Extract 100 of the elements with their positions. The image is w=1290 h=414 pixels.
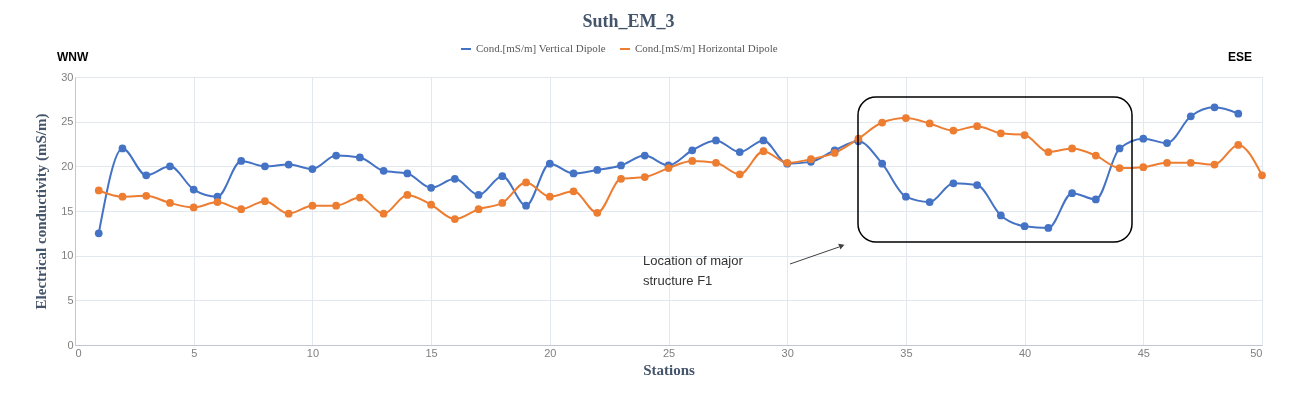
point (925, 119, 934, 128)
x-tick-label: 5 (191, 346, 198, 359)
point (640, 173, 649, 181)
point (166, 162, 174, 171)
y-tick-label: 10 (61, 249, 74, 262)
point (284, 209, 293, 218)
point (261, 162, 269, 171)
point (189, 203, 198, 212)
point (735, 148, 744, 156)
x-tick-label: 40 (1018, 346, 1032, 359)
point (735, 170, 744, 179)
point (189, 185, 198, 194)
point (1068, 189, 1076, 197)
point (617, 174, 625, 183)
point (332, 201, 341, 210)
point (949, 179, 958, 188)
x-tick-label: 10 (306, 346, 320, 359)
point (94, 229, 103, 238)
point (593, 166, 602, 174)
y-axis-title: Electrical conductivity (mS/m) (33, 113, 51, 310)
point (593, 208, 602, 217)
point (973, 181, 981, 189)
point (284, 160, 293, 169)
point (308, 201, 317, 210)
point (688, 146, 697, 155)
point (213, 198, 222, 206)
point (688, 157, 697, 165)
x-tick-label: 45 (1137, 346, 1150, 359)
point (1163, 139, 1171, 147)
point (308, 165, 317, 173)
x-tick-label: 15 (425, 346, 438, 359)
point (498, 199, 507, 207)
point (1044, 148, 1053, 156)
x-tick-label: 50 (1250, 346, 1263, 359)
point (1186, 158, 1195, 167)
point (403, 169, 412, 178)
point (1163, 158, 1171, 167)
point (474, 205, 483, 214)
point (1234, 109, 1243, 118)
text: WNW (57, 50, 89, 64)
point (759, 136, 768, 145)
point (427, 200, 435, 209)
y-tick-label: 20 (61, 159, 74, 172)
y-tick-label: 30 (61, 70, 74, 83)
y-tick-label: 0 (67, 338, 74, 351)
point (973, 122, 981, 130)
legend-label: Cond.[mS/m] Vertical Dipole (476, 42, 606, 54)
x-tick-label: 30 (781, 346, 794, 359)
point (996, 129, 1005, 138)
point (450, 174, 459, 183)
x-tick-label: 35 (900, 346, 913, 359)
y-tick-label: 5 (67, 293, 74, 306)
point (569, 187, 578, 196)
text: ESE (1227, 50, 1252, 64)
point (522, 178, 530, 187)
point (1020, 131, 1029, 139)
point (1139, 134, 1148, 143)
point (1091, 195, 1100, 204)
point (1210, 160, 1219, 169)
point (640, 151, 649, 160)
x-tick-label: 20 (544, 346, 557, 359)
annotation: Location of major structure F1 (643, 253, 744, 288)
point (1044, 224, 1053, 232)
point (902, 192, 910, 201)
point (379, 209, 388, 218)
point (498, 172, 507, 181)
point (1091, 151, 1100, 160)
y-tick-label: 15 (61, 204, 74, 217)
point (569, 169, 578, 178)
point (996, 211, 1005, 220)
x-tick-label: 0 (75, 346, 82, 359)
point (142, 171, 151, 180)
point (1115, 144, 1124, 153)
point (166, 199, 174, 207)
point (1020, 222, 1029, 231)
point (1115, 164, 1124, 172)
point (332, 151, 341, 160)
point (94, 186, 103, 195)
point (427, 183, 435, 192)
point (712, 136, 720, 145)
point (403, 191, 412, 199)
point (1258, 171, 1266, 180)
point (878, 118, 887, 127)
point (1210, 103, 1219, 112)
point (878, 159, 887, 168)
point (237, 157, 246, 165)
point (118, 144, 127, 153)
chart-title: Suth_EM_3 (582, 11, 675, 31)
legend-label: Cond.[mS/m] Horizontal Dipole (635, 42, 778, 54)
point (356, 193, 364, 202)
point (379, 166, 388, 175)
y-tick-label: 25 (61, 115, 74, 128)
point (1234, 141, 1243, 149)
point (545, 159, 554, 168)
point (356, 153, 364, 162)
point (474, 191, 483, 199)
point (759, 147, 768, 156)
point (617, 161, 625, 170)
point (1186, 112, 1195, 121)
point (1068, 144, 1076, 153)
